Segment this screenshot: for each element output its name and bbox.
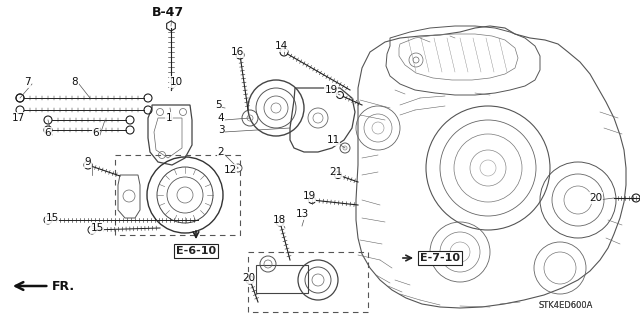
- Text: 15: 15: [45, 213, 59, 223]
- Bar: [256, 265, 308, 293]
- Text: 3: 3: [218, 125, 224, 135]
- Text: E-7-10: E-7-10: [420, 253, 460, 263]
- Bar: [115, 155, 240, 235]
- Text: FR.: FR.: [15, 279, 75, 293]
- Text: 20: 20: [243, 273, 255, 283]
- Text: STK4ED600A: STK4ED600A: [539, 300, 593, 309]
- Text: 18: 18: [273, 215, 285, 225]
- Text: 5: 5: [214, 100, 221, 110]
- Text: 9: 9: [84, 157, 92, 167]
- Text: 10: 10: [170, 77, 182, 87]
- Text: 6: 6: [45, 128, 51, 138]
- Text: 8: 8: [72, 77, 78, 87]
- Text: E-6-10: E-6-10: [176, 246, 216, 256]
- Text: 11: 11: [326, 135, 340, 145]
- Text: 6: 6: [93, 128, 99, 138]
- Text: STK4ED600A: STK4ED600A: [539, 300, 593, 309]
- Text: 15: 15: [90, 223, 104, 233]
- Text: B-47: B-47: [152, 6, 184, 19]
- Text: 7: 7: [24, 77, 30, 87]
- Bar: [248, 252, 368, 312]
- Text: 19: 19: [302, 191, 316, 201]
- Text: 21: 21: [330, 167, 342, 177]
- Text: 16: 16: [230, 47, 244, 57]
- Text: 19: 19: [324, 85, 338, 95]
- Text: 14: 14: [275, 41, 287, 51]
- Text: 13: 13: [296, 209, 308, 219]
- Text: 20: 20: [589, 193, 603, 203]
- Text: 4: 4: [218, 113, 224, 123]
- Text: 17: 17: [12, 113, 24, 123]
- Text: 12: 12: [223, 165, 237, 175]
- Text: 1: 1: [166, 113, 172, 123]
- Text: 2: 2: [218, 147, 224, 157]
